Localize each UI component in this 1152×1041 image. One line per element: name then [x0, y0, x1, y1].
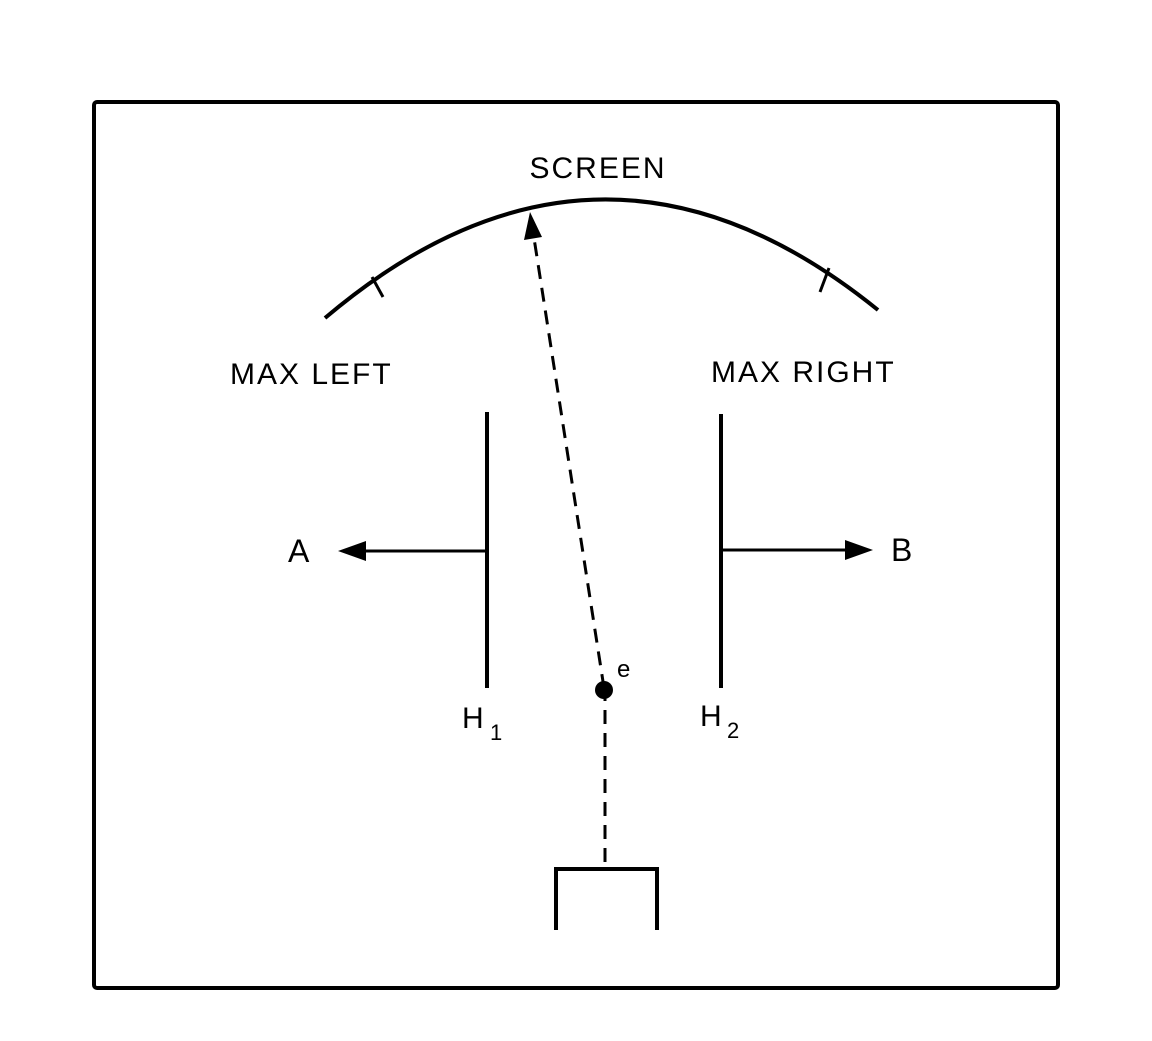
max-left-label: MAX LEFT	[230, 358, 393, 391]
screen-label: SCREEN	[529, 152, 666, 185]
max-right-tick	[818, 267, 831, 293]
label-e: e	[617, 656, 632, 683]
label-h2: H	[700, 700, 724, 733]
electron-gun	[554, 867, 659, 930]
label-h1: H	[462, 702, 486, 735]
label-a: A	[288, 533, 311, 569]
beam-upper-dashed	[532, 237, 606, 689]
label-h1-subscript: 1	[490, 720, 504, 745]
outer-frame	[92, 100, 1060, 990]
arrow-a-head	[338, 541, 366, 561]
max-left-tick	[370, 276, 385, 298]
beam-arrow-head	[524, 212, 542, 240]
screen-arc	[323, 197, 880, 320]
label-b: B	[891, 532, 914, 568]
arrow-b-head	[845, 540, 873, 560]
label-h2-subscript: 2	[727, 718, 741, 743]
electron-dot	[595, 681, 613, 699]
max-right-label: MAX RIGHT	[711, 356, 896, 389]
